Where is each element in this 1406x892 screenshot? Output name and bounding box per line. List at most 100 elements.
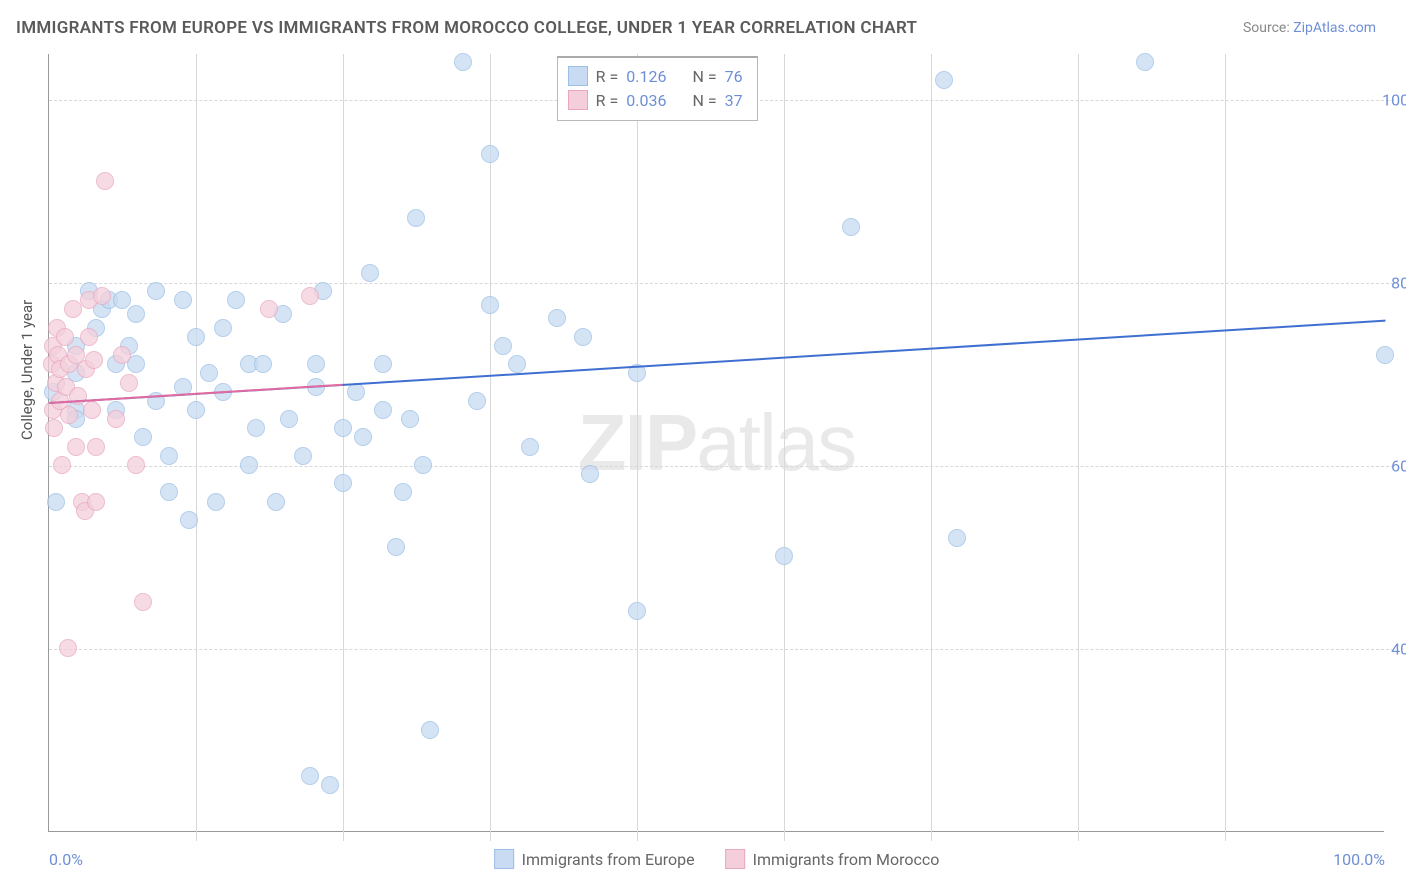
scatter-point [948, 529, 966, 547]
source-prefix: Source: [1243, 20, 1293, 36]
chart-title: IMMIGRANTS FROM EUROPE VS IMMIGRANTS FRO… [16, 18, 917, 38]
scatter-point [481, 296, 499, 314]
scatter-point [1376, 346, 1394, 364]
scatter-point [494, 337, 512, 355]
scatter-point [361, 264, 379, 282]
legend-n-value: 76 [725, 67, 743, 86]
scatter-point [935, 71, 953, 89]
legend-row: R = 0.126N = 76 [568, 64, 743, 88]
scatter-point [127, 305, 145, 323]
scatter-point [407, 209, 425, 227]
scatter-point [334, 419, 352, 437]
source-credit: Source: ZipAtlas.com [1243, 20, 1376, 36]
scatter-point [321, 776, 339, 794]
scatter-point [200, 364, 218, 382]
scatter-point [87, 493, 105, 511]
scatter-point [548, 309, 566, 327]
scatter-point [147, 282, 165, 300]
y-tick-label: 60.0% [1391, 456, 1406, 475]
scatter-point [521, 438, 539, 456]
scatter-point [107, 410, 125, 428]
scatter-point [127, 456, 145, 474]
scatter-point [628, 602, 646, 620]
scatter-point [67, 438, 85, 456]
gridline-vertical [784, 54, 785, 841]
scatter-point [508, 355, 526, 373]
scatter-point [481, 145, 499, 163]
scatter-point [354, 428, 372, 446]
scatter-point [59, 639, 77, 657]
legend-r-value: 0.036 [626, 91, 666, 110]
scatter-point [64, 300, 82, 318]
plot-area: ZIPatlas 40.0%60.0%80.0%100.0%0.0%100.0%… [48, 54, 1384, 832]
scatter-point [45, 419, 63, 437]
scatter-point [421, 721, 439, 739]
scatter-point [214, 319, 232, 337]
scatter-point [113, 346, 131, 364]
scatter-point [301, 287, 319, 305]
x-tick-label: 100.0% [1333, 850, 1385, 869]
scatter-point [134, 428, 152, 446]
scatter-point [174, 291, 192, 309]
scatter-point [254, 355, 272, 373]
bottom-legend-item: Immigrants from Morocco [725, 849, 940, 869]
scatter-point [247, 419, 265, 437]
scatter-point [294, 447, 312, 465]
scatter-point [47, 493, 65, 511]
scatter-point [401, 410, 419, 428]
scatter-point [180, 511, 198, 529]
scatter-point [260, 300, 278, 318]
legend-swatch [725, 849, 745, 869]
scatter-point [1136, 53, 1154, 71]
scatter-point [394, 483, 412, 501]
scatter-point [85, 351, 103, 369]
scatter-point [454, 53, 472, 71]
y-axis-label: College, Under 1 year [18, 300, 36, 440]
scatter-point [96, 172, 114, 190]
scatter-point [80, 328, 98, 346]
scatter-point [227, 291, 245, 309]
scatter-point [581, 465, 599, 483]
legend-r-label: R = [596, 67, 619, 86]
scatter-point [334, 474, 352, 492]
legend-n-label: N = [692, 91, 716, 110]
gridline-vertical [1225, 54, 1226, 841]
scatter-point [87, 438, 105, 456]
legend-swatch [568, 90, 588, 110]
source-link[interactable]: ZipAtlas.com [1293, 20, 1376, 36]
scatter-point [207, 493, 225, 511]
scatter-point [775, 547, 793, 565]
gridline-vertical [931, 54, 932, 841]
scatter-point [307, 355, 325, 373]
scatter-point [414, 456, 432, 474]
scatter-point [374, 401, 392, 419]
legend-row: R = 0.036N = 37 [568, 88, 743, 112]
scatter-point [53, 456, 71, 474]
legend-n-label: N = [692, 67, 716, 86]
scatter-point [134, 593, 152, 611]
scatter-point [187, 328, 205, 346]
scatter-point [93, 287, 111, 305]
gridline-horizontal [49, 649, 1394, 650]
scatter-point [160, 483, 178, 501]
scatter-point [842, 218, 860, 236]
y-tick-label: 80.0% [1391, 273, 1406, 292]
scatter-point [468, 392, 486, 410]
gridline-horizontal [49, 283, 1394, 284]
scatter-point [187, 401, 205, 419]
bottom-legend: Immigrants from EuropeImmigrants from Mo… [494, 849, 940, 869]
watermark: ZIPatlas [578, 397, 855, 489]
legend-box: R = 0.126N = 76R = 0.036 N = 37 [557, 56, 758, 121]
scatter-point [240, 456, 258, 474]
legend-swatch [494, 849, 514, 869]
gridline-vertical [1078, 54, 1079, 841]
scatter-point [267, 493, 285, 511]
scatter-point [56, 328, 74, 346]
scatter-point [83, 401, 101, 419]
legend-n-value: 37 [725, 91, 743, 110]
scatter-point [60, 406, 78, 424]
scatter-point [301, 767, 319, 785]
y-tick-label: 40.0% [1391, 639, 1406, 658]
legend-swatch [568, 66, 588, 86]
scatter-point [280, 410, 298, 428]
